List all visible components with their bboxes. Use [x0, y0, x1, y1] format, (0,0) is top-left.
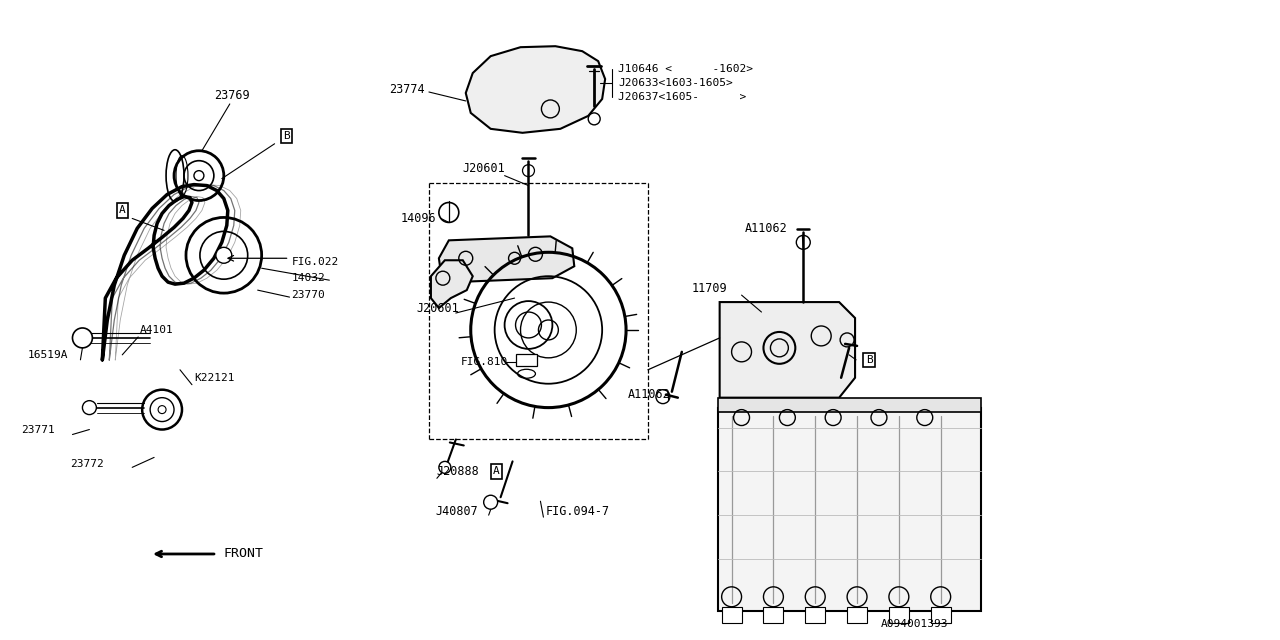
Circle shape	[216, 247, 232, 263]
Polygon shape	[439, 236, 575, 282]
Text: A11062: A11062	[628, 388, 671, 401]
Text: K22121: K22121	[195, 372, 234, 383]
Text: FRONT: FRONT	[224, 547, 264, 561]
Text: 11709: 11709	[691, 282, 727, 294]
Bar	[763, 607, 783, 623]
Text: A: A	[493, 467, 500, 476]
Polygon shape	[431, 260, 472, 308]
Text: FIG.094-7: FIG.094-7	[545, 505, 609, 518]
Text: 23770: 23770	[292, 290, 325, 300]
Text: J20637<1605-      >: J20637<1605- >	[618, 92, 746, 102]
Circle shape	[439, 461, 451, 474]
Bar	[722, 607, 741, 623]
Text: J20601: J20601	[463, 162, 506, 175]
Polygon shape	[466, 46, 605, 133]
Bar	[847, 607, 867, 623]
Text: 23771: 23771	[20, 424, 55, 435]
Circle shape	[73, 328, 92, 348]
Text: 23772: 23772	[70, 460, 104, 469]
Text: 23774: 23774	[389, 83, 425, 95]
Text: FIG.810: FIG.810	[461, 357, 508, 367]
Bar	[718, 408, 980, 611]
Bar	[888, 607, 909, 623]
Text: A094001393: A094001393	[881, 619, 948, 628]
Text: A11062: A11062	[745, 222, 787, 235]
Text: 14032: 14032	[292, 273, 325, 283]
Text: J20601: J20601	[416, 301, 458, 314]
Text: J10646 <      -1602>: J10646 < -1602>	[618, 64, 753, 74]
Circle shape	[484, 495, 498, 509]
Polygon shape	[719, 302, 855, 397]
Text: B: B	[283, 131, 289, 141]
Bar	[931, 607, 951, 623]
Text: A4101: A4101	[141, 325, 174, 335]
Circle shape	[82, 401, 96, 415]
Text: 23769: 23769	[214, 90, 250, 102]
Text: J20633<1603-1605>: J20633<1603-1605>	[618, 78, 733, 88]
Bar	[805, 607, 826, 623]
Text: 14096: 14096	[401, 212, 436, 225]
Text: B: B	[865, 355, 873, 365]
Text: J20888: J20888	[436, 465, 480, 478]
Text: J40807: J40807	[436, 505, 479, 518]
Circle shape	[539, 320, 558, 340]
Bar	[516, 354, 538, 366]
Bar	[718, 397, 980, 412]
Text: FIG.022: FIG.022	[292, 257, 339, 268]
Text: A: A	[119, 205, 125, 216]
Text: 16519A: 16519A	[28, 350, 68, 360]
